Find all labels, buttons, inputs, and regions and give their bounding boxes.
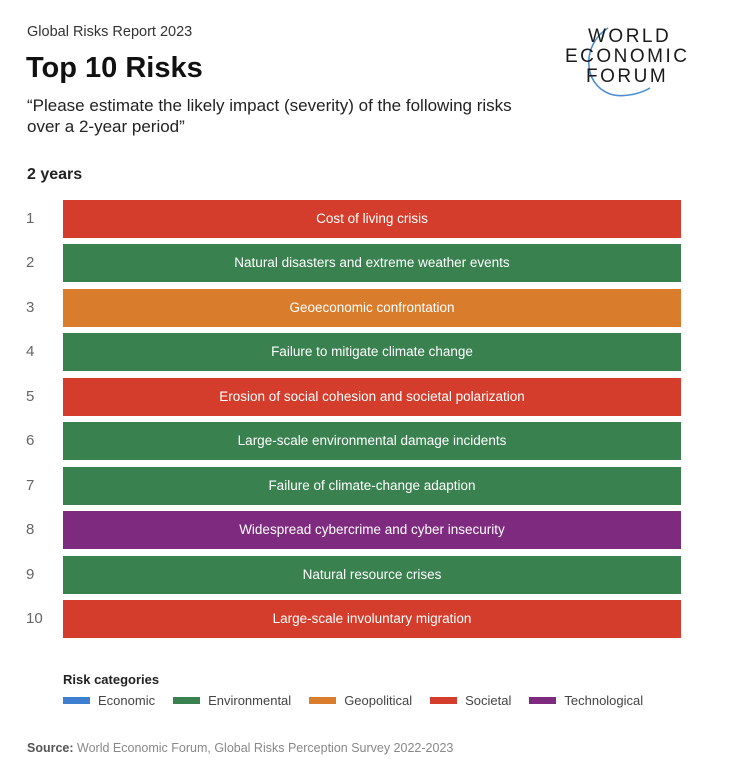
risk-bar: Erosion of social cohesion and societal … xyxy=(63,377,681,416)
legend-label: Economic xyxy=(98,693,156,708)
survey-question: “Please estimate the likely impact (seve… xyxy=(27,96,512,136)
legend-swatch xyxy=(430,697,458,704)
rank-number: 4 xyxy=(26,343,35,361)
rank-number: 10 xyxy=(26,610,43,628)
legend-swatch xyxy=(529,697,557,704)
source-text: World Economic Forum, Global Risks Perce… xyxy=(73,741,454,755)
rank-number: 5 xyxy=(26,387,35,405)
risk-bar: Cost of living crisis xyxy=(63,200,681,238)
legend-swatch xyxy=(173,697,201,704)
logo-line-2: ECONOMIC xyxy=(565,46,690,67)
legend-item: Economic xyxy=(63,693,155,708)
risk-bar: Failure to mitigate climate change xyxy=(63,333,681,372)
legend-label: Societal xyxy=(465,693,512,708)
logo-line-3: FORUM xyxy=(586,66,668,87)
legend: Economic Environmental Geopolitical Societa… xyxy=(63,693,661,708)
rank-number: 7 xyxy=(26,476,35,494)
rank-number: 6 xyxy=(26,432,35,450)
report-label: Global Risks Report 2023 xyxy=(27,24,193,40)
legend-item: Geopolitical xyxy=(309,693,412,708)
legend-swatch xyxy=(63,697,90,704)
legend-label: Technological xyxy=(564,693,644,708)
wef-logo: WORLD ECONOMIC FORUM xyxy=(565,26,690,97)
legend-label: Geopolitical xyxy=(344,693,413,708)
rank-number: 1 xyxy=(26,210,35,227)
legend-title: Risk categories xyxy=(63,672,160,687)
logo-arc xyxy=(588,27,651,97)
risk-bar: Failure of climate-change adaption xyxy=(63,466,681,505)
legend-item: Technological xyxy=(529,693,643,708)
risk-bar: Natural disasters and extreme weather ev… xyxy=(63,244,681,283)
risk-bar: Large-scale environmental damage inciden… xyxy=(63,422,681,461)
risk-bar: Large-scale involuntary migration xyxy=(63,600,681,639)
page-title: Top 10 Risks xyxy=(26,52,203,84)
rank-number: 8 xyxy=(26,521,35,539)
legend-item: Environmental xyxy=(173,693,291,708)
period-label: 2 years xyxy=(27,166,83,183)
logo-line-1: WORLD xyxy=(588,26,671,47)
risk-bar: Natural resource crises xyxy=(63,555,681,594)
legend-label: Environmental xyxy=(208,693,292,708)
rank-number: 2 xyxy=(26,254,35,272)
rank-number: 3 xyxy=(26,298,35,316)
legend-swatch xyxy=(309,697,337,704)
rank-number: 9 xyxy=(26,565,35,583)
source-note: Source: World Economic Forum, Global Ris… xyxy=(27,741,453,755)
legend-item: Societal xyxy=(430,693,511,708)
source-label: Source: xyxy=(27,741,74,755)
risk-bar: Widespread cybercrime and cyber insecuri… xyxy=(63,511,681,550)
risk-bar: Geoeconomic confrontation xyxy=(63,288,681,327)
